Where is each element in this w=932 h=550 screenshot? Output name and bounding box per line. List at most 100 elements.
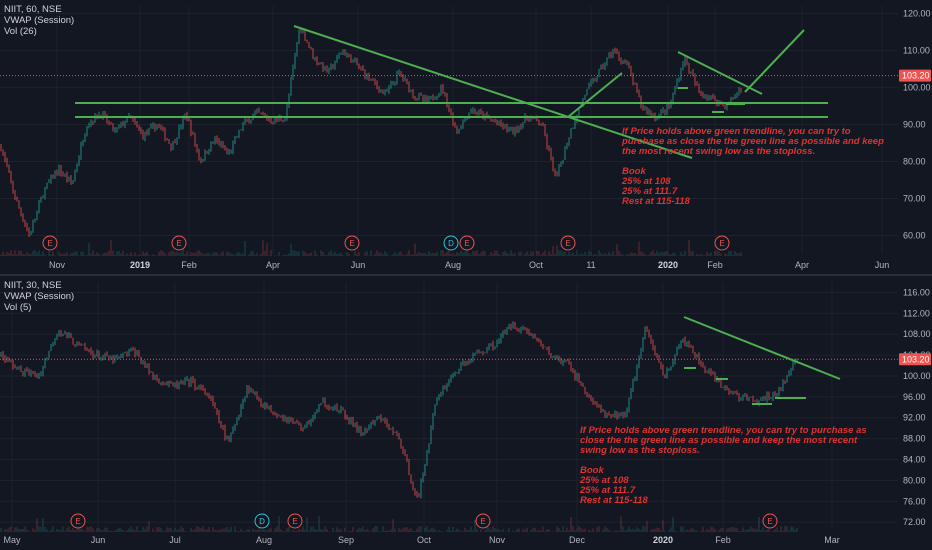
x-tick-label: Feb	[181, 260, 197, 270]
event-label: E	[767, 517, 772, 526]
event-label: E	[719, 239, 724, 248]
trendline[interactable]	[293, 25, 693, 159]
grid	[0, 282, 898, 530]
x-tick-label: Jul	[169, 535, 181, 545]
chart-legend: NIIT, 60, NSE VWAP (Session) Vol (26)	[4, 4, 74, 37]
volume-indicator-label[interactable]: Vol (26)	[4, 26, 37, 37]
x-tick-label: Jun	[875, 260, 890, 270]
x-tick-label: Oct	[529, 260, 544, 270]
event-circle	[475, 513, 491, 529]
last-price-tag: 103.20	[899, 353, 931, 366]
x-tick-label: Nov	[489, 535, 506, 545]
last-price-label: 103.20	[902, 71, 930, 81]
x-tick-label: 2020	[658, 260, 678, 270]
x-tick-label: Nov	[49, 260, 66, 270]
earnings-marker[interactable]: E	[171, 235, 187, 251]
y-tick-label: 110.00	[903, 45, 930, 55]
y-axis[interactable]: 116.00112.00108.00104.00100.0096.0092.00…	[903, 287, 931, 527]
event-label: D	[259, 517, 265, 526]
y-tick-label: 108.00	[903, 329, 931, 339]
annotation-target-1: 25% at 108	[580, 475, 629, 486]
event-label: E	[75, 517, 80, 526]
price-chart-svg[interactable]: 120.00 110.00 100.00 90.00 80.00 70.00 60.00 No…	[0, 0, 932, 274]
annotation-paragraph: If Price holds above green trendline, yo…	[622, 126, 884, 157]
vwap-indicator-label[interactable]: VWAP (Session)	[4, 15, 75, 26]
y-tick-label: 88.00	[903, 434, 926, 444]
event-circle	[762, 513, 778, 529]
x-tick-label: May	[3, 535, 21, 545]
last-price-badge	[899, 353, 931, 366]
y-tick-label: 96.00	[903, 392, 926, 402]
annotation-target-3: Rest at 115-118	[622, 196, 690, 207]
trendlines[interactable]	[75, 25, 828, 159]
y-tick-label: 60.00	[903, 230, 926, 240]
event-label: E	[47, 239, 52, 248]
y-tick-label: 120.00	[903, 8, 931, 18]
y-tick-label: 112.00	[903, 308, 930, 318]
earnings-marker[interactable]: E	[475, 513, 491, 529]
trendline[interactable]	[744, 29, 805, 93]
x-tick-label: Sep	[338, 535, 354, 545]
trendline[interactable]	[567, 72, 623, 118]
event-label: E	[480, 517, 485, 526]
x-tick-label: Feb	[707, 260, 723, 270]
event-label: E	[176, 239, 181, 248]
y-axis[interactable]: 120.00 110.00 100.00 90.00 80.00 70.00 60.00	[903, 8, 931, 240]
symbol-label[interactable]: NIIT, 30, NSE	[4, 280, 62, 291]
price-chart-svg[interactable]: 116.00112.00108.00104.00100.0096.0092.00…	[0, 276, 932, 550]
y-tick-label: 116.00	[903, 287, 930, 297]
chart-pane-hourly[interactable]: NIIT, 60, NSE VWAP (Session) Vol (26) 12…	[0, 0, 932, 274]
trendline[interactable]	[677, 51, 763, 95]
earnings-marker[interactable]: E	[714, 235, 730, 251]
dividend-marker[interactable]: D	[254, 513, 270, 529]
event-circle	[70, 513, 86, 529]
x-tick-label: Oct	[417, 535, 432, 545]
earnings-marker[interactable]: E	[42, 235, 58, 251]
trendline[interactable]	[683, 316, 841, 380]
candles	[0, 27, 742, 256]
trade-annotation: If Price holds above green trendline, yo…	[622, 127, 892, 207]
earnings-marker[interactable]: E	[287, 513, 303, 529]
y-tick-label: 76.00	[903, 496, 926, 506]
chart-pane-30min[interactable]: NIIT, 30, NSE VWAP (Session) Vol (5) 116…	[0, 276, 932, 550]
earnings-marker[interactable]: E	[762, 513, 778, 529]
event-label: D	[448, 239, 454, 248]
x-tick-label: 2019	[130, 260, 150, 270]
event-circle	[254, 513, 270, 529]
last-price-tag: 103.20	[899, 69, 931, 82]
x-axis[interactable]: May Jun Jul Aug Sep Oct Nov Dec 2020 Feb Mar	[3, 535, 839, 545]
earnings-marker[interactable]: E	[459, 235, 475, 251]
y-tick-label: 90.00	[903, 119, 926, 129]
trade-annotation: If Price holds above green trendline, yo…	[580, 426, 870, 506]
annotation-heading: Book	[622, 166, 646, 177]
earnings-marker[interactable]: E	[560, 235, 576, 251]
y-tick-label: 80.00	[903, 475, 926, 485]
volume-indicator-label[interactable]: Vol (5)	[4, 302, 32, 313]
x-tick-label: Feb	[715, 535, 731, 545]
earnings-marker[interactable]: E	[70, 513, 86, 529]
last-price-badge	[899, 69, 931, 82]
event-circle	[459, 235, 475, 251]
x-tick-label: Dec	[569, 535, 586, 545]
x-tick-label: Jun	[351, 260, 366, 270]
x-axis[interactable]: Nov 2019 Feb Apr Jun Aug Oct 11 2020 Feb Apr Jun	[49, 260, 889, 270]
x-tick-label: Aug	[256, 535, 272, 545]
earnings-marker[interactable]: E	[344, 235, 360, 251]
vwap-indicator-label[interactable]: VWAP (Session)	[4, 291, 75, 302]
candles	[0, 321, 798, 532]
symbol-label[interactable]: NIIT, 60, NSE	[4, 4, 62, 15]
event-circle	[443, 235, 459, 251]
dividend-marker[interactable]: D	[443, 235, 459, 251]
y-tick-label: 92.00	[903, 413, 926, 423]
annotation-target-1: 25% at 108	[622, 176, 671, 187]
trendlines[interactable]	[683, 316, 841, 405]
event-circle	[344, 235, 360, 251]
pane-divider[interactable]	[0, 274, 932, 276]
event-label: E	[565, 239, 570, 248]
y-tick-label: 84.00	[903, 455, 926, 465]
annotation-heading: Book	[580, 465, 604, 476]
annotation-paragraph: If Price holds above green trendline, yo…	[580, 425, 867, 456]
event-circle	[171, 235, 187, 251]
